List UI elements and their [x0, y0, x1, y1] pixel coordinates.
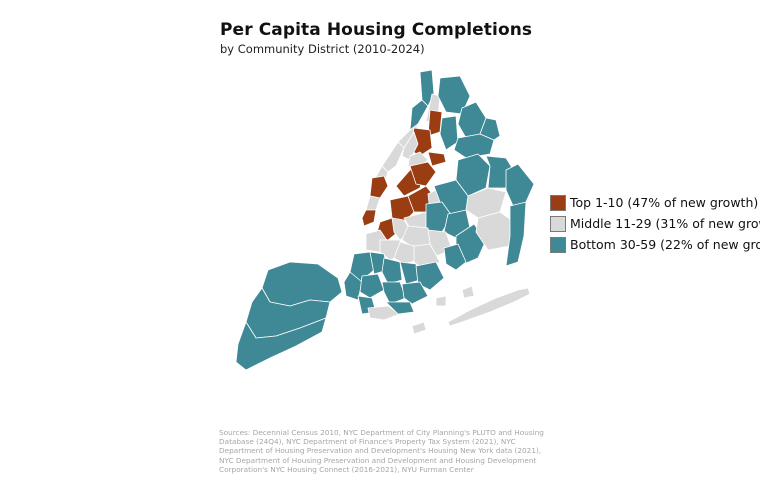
- district-queens-howard-beach: [443, 243, 467, 271]
- district-brooklyn-flatlands: [401, 281, 429, 305]
- sources-note: Sources: Decennial Census 2010, NYC Depa…: [219, 428, 544, 474]
- legend-label-top: Top 1-10 (47% of new growth): [570, 195, 759, 210]
- legend: Top 1-10 (47% of new growth) Middle 11-2…: [550, 193, 760, 256]
- district-manhattan-downtown: [361, 209, 377, 227]
- district-queens-rosedale: [505, 201, 527, 267]
- map-title: Per Capita Housing Completions: [220, 20, 533, 40]
- district-brooklyn-borough-park: [359, 273, 385, 299]
- district-bronx-city-island: [479, 117, 501, 141]
- legend-item-top: Top 1-10 (47% of new growth): [550, 193, 760, 212]
- district-brooklyn-canarsie: [415, 261, 445, 291]
- district-brooklyn-coney-island: [367, 305, 401, 321]
- legend-label-middle: Middle 11-29 (31% of new growth): [570, 216, 760, 231]
- district-queens-astoria: [409, 161, 437, 187]
- district-queens-queens-village: [505, 163, 535, 209]
- district-manhattan-north: [409, 99, 429, 131]
- district-manhattan-harlem: [381, 141, 405, 173]
- legend-label-bottom: Bottom 30-59 (22% of new growth): [570, 237, 760, 252]
- jamaica-bay-island: [461, 285, 475, 299]
- legend-item-bottom: Bottom 30-59 (22% of new growth): [550, 235, 760, 254]
- district-brooklyn-midwood: [381, 281, 407, 305]
- legend-swatch-top: [550, 194, 566, 211]
- legend-swatch-bottom: [550, 236, 566, 253]
- district-bronx-hunts-point: [427, 151, 447, 167]
- district-brooklyn-flatbush: [381, 257, 403, 285]
- district-brooklyn-bay-ridge: [343, 271, 363, 301]
- legend-item-middle: Middle 11-29 (31% of new growth): [550, 214, 760, 233]
- brooklyn-shore-island: [435, 295, 447, 307]
- district-brooklyn-crown-heights: [393, 241, 419, 265]
- map-subtitle: by Community District (2010-2024): [220, 42, 425, 56]
- district-queens-rockaway: [447, 287, 531, 327]
- district-staten-island-south: [235, 317, 327, 371]
- district-bronx-parkchester: [439, 115, 459, 151]
- district-bronx-west: [401, 131, 419, 161]
- district-brooklyn-sheepshead-bay: [385, 301, 415, 315]
- district-manhattan-chelsea: [365, 195, 381, 211]
- rockaway-west-island: [411, 321, 427, 335]
- district-staten-island-north: [261, 261, 343, 307]
- district-manhattan-midtown: [369, 175, 389, 199]
- legend-swatch-middle: [550, 215, 566, 232]
